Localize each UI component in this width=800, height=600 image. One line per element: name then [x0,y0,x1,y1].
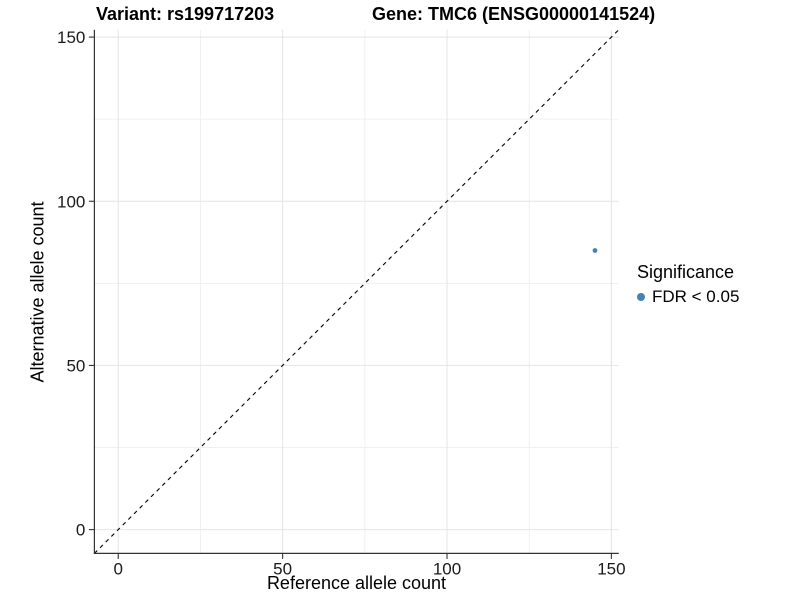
x-tick-label: 0 [114,559,123,578]
plot-title-variant: Variant: rs199717203 [96,4,275,24]
identity-line [94,29,620,554]
legend-point-icon [637,293,645,301]
x-tick-label: 50 [273,559,292,578]
x-tick-label: 100 [433,559,461,578]
y-tick-label: 150 [57,28,85,47]
y-axis-title: Alternative allele count [27,201,48,383]
y-tick-label: 50 [66,356,85,375]
data-point [592,248,598,253]
y-tick-label: 0 [76,521,85,540]
legend-item-fdr: FDR < 0.05 [637,287,739,307]
legend-title: Significance [637,262,735,282]
x-tick-label: 150 [597,559,625,578]
legend: Significance FDR < 0.05 [637,262,739,307]
legend-item-label: FDR < 0.05 [652,287,740,306]
x-axis-title: Reference allele count [266,573,447,593]
y-tick-label: 100 [57,192,85,211]
plot-title-gene: Gene: TMC6 (ENSG00000141524) [372,4,656,24]
